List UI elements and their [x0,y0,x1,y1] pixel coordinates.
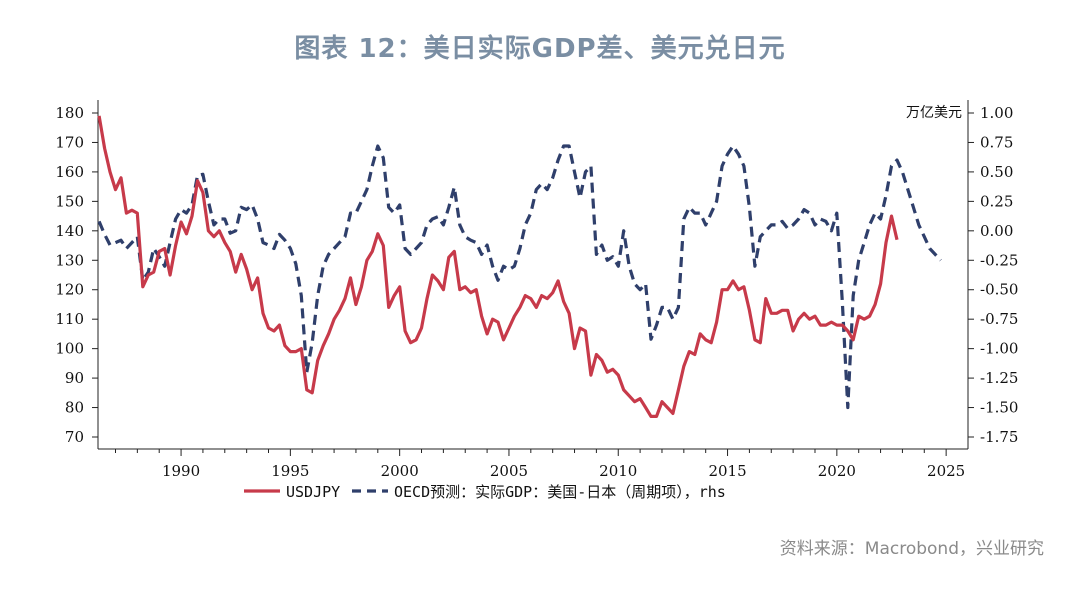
left-tick-label: 160 [55,163,84,181]
right-tick-label: -0.25 [980,251,1018,269]
x-tick-label: 2000 [381,462,419,480]
left-tick-label: 130 [55,251,84,269]
right-tick-label: 1.00 [980,104,1013,122]
left-tick-label: 150 [55,192,84,210]
left-tick-label: 140 [55,222,84,240]
x-tick-label: 2015 [708,462,746,480]
left-tick-label: 100 [55,340,84,358]
x-tick-label: 2025 [927,462,965,480]
x-tick-label: 1995 [271,462,309,480]
axes: 180 170 160 150 140 130 120 110 100 90 80 70 1.00 0.7… [55,100,1018,480]
right-tick-label: -0.75 [980,310,1018,328]
legend: USDJPY OECD预测：实际GDP：美国-日本（周期项），rhs [244,483,726,501]
chart-title: 图表 12：美日实际GDP差、美元兑日元 [294,34,786,64]
left-tick-label: 90 [65,369,84,387]
right-axis-unit-label: 万亿美元 [906,105,962,121]
right-tick-label: 0.25 [980,192,1013,210]
left-tick-label: 110 [55,310,84,328]
source-note: 资料来源：Macrobond，兴业研究 [779,539,1044,559]
chart: 180 170 160 150 140 130 120 110 100 90 80 70 1.00 0.7… [55,100,1018,501]
x-tick-label: 2020 [818,462,856,480]
right-tick-label: -1.50 [980,399,1018,417]
right-tick-label: 0.00 [980,222,1013,240]
right-tick-label: -0.50 [980,281,1018,299]
x-tick-label: 1990 [162,462,200,480]
x-tick-label: 2005 [490,462,528,480]
right-tick-label: -1.25 [980,369,1018,387]
left-tick-label: 120 [55,281,84,299]
series-line-usdjpy [97,115,899,418]
legend-label-usdjpy: USDJPY [286,483,340,501]
x-tick-label: 2010 [599,462,637,480]
left-tick-label: 70 [65,428,84,446]
right-tick-label: 0.75 [980,133,1013,151]
series-layer [97,115,942,418]
right-tick-label: 0.50 [980,163,1013,181]
left-tick-label: 170 [55,133,84,151]
left-tick-label: 180 [55,104,84,122]
right-tick-label: -1.75 [980,428,1018,446]
left-tick-label: 80 [65,399,84,417]
right-tick-label: -1.00 [980,340,1018,358]
legend-label-oecd: OECD预测：实际GDP：美国-日本（周期项），rhs [394,483,726,501]
series-line-oecd [97,144,942,410]
